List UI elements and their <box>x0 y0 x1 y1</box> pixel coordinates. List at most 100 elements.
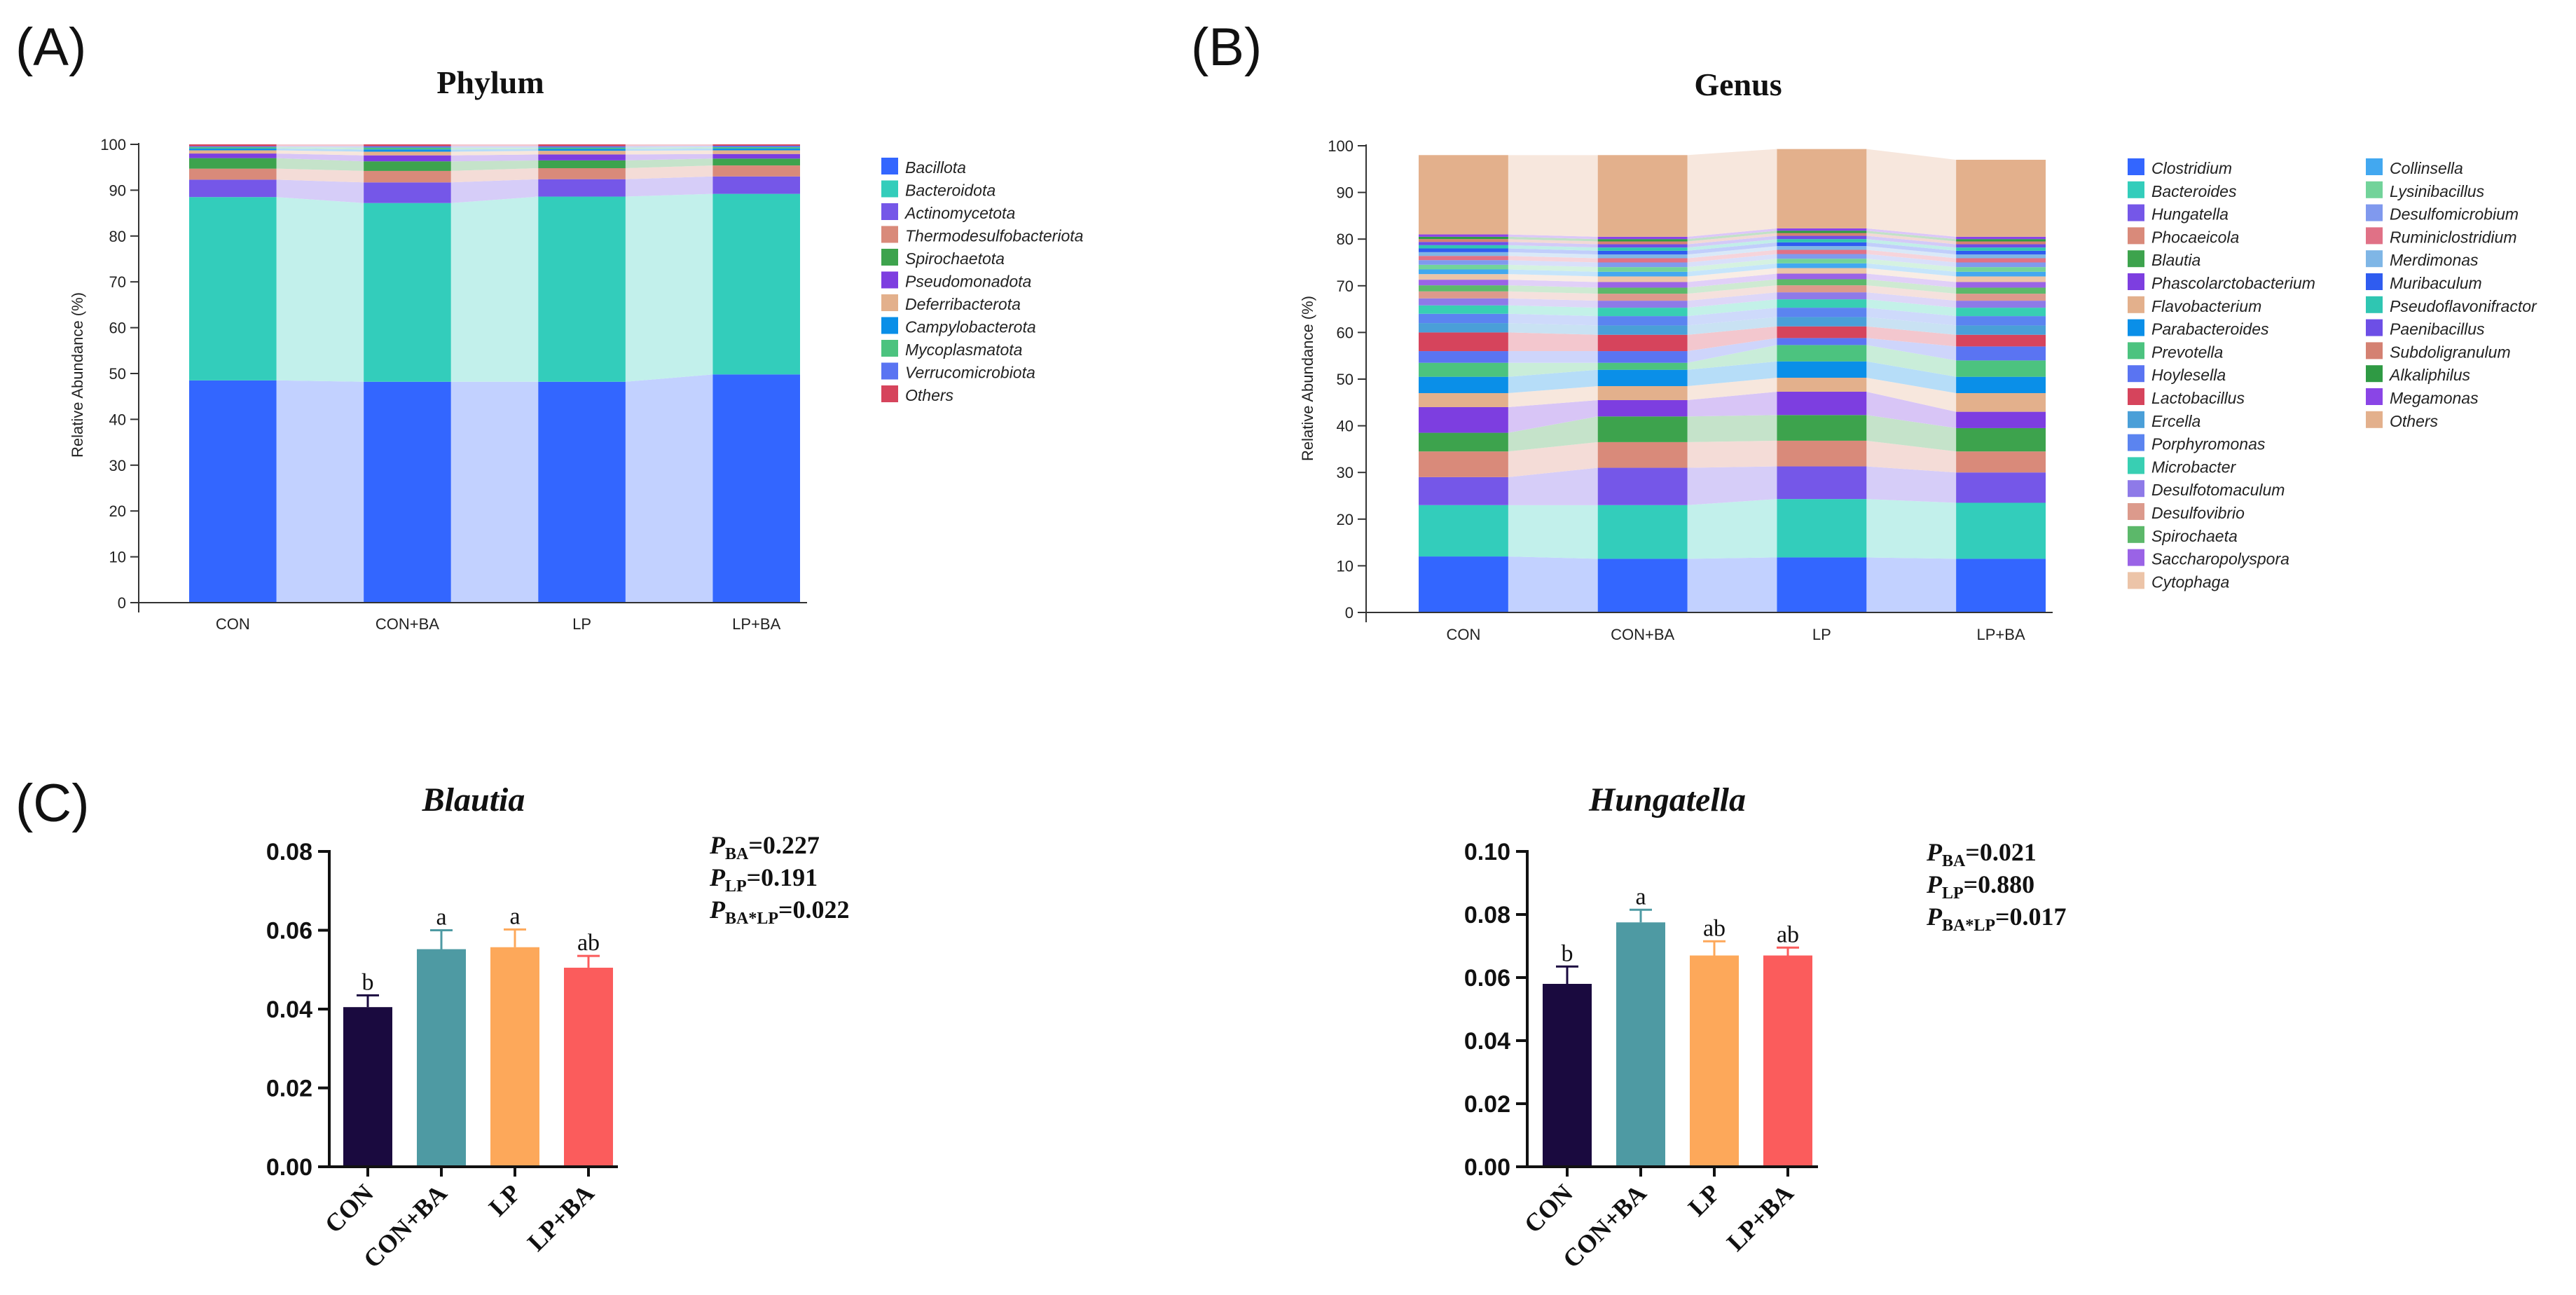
genus-bar-con-ba-desulfomicrobium <box>1597 262 1688 268</box>
genus-bar-lp-ruminiclostridium <box>1777 249 1867 254</box>
blautia-bar-lp <box>490 947 539 1167</box>
hungatella-significance-letter: ab <box>1703 915 1726 941</box>
genus-bar-lp-spirochaeta <box>1777 279 1867 286</box>
genus-bar-con-phascolarctobacterium <box>1419 406 1508 433</box>
phylum-y-tick-label: 0 <box>118 594 126 612</box>
genus-bar-lp-merdimonas <box>1777 246 1867 250</box>
genus-legend-item: Alkaliphilus <box>2388 366 2471 384</box>
genus-band-clostridium <box>1687 557 1777 612</box>
genus-bar-con-ba-paenibacillus <box>1597 244 1688 248</box>
phylum-legend: Bacillota Bacteroidota Actinomycetota Therm… <box>881 158 1083 404</box>
genus-bar-lp-ba-desulfotomaculum <box>1956 301 2046 308</box>
hungatella-stat-value: =0.021 <box>1965 838 2037 866</box>
genus-bar-lp-saccharopolyspora <box>1777 273 1867 280</box>
genus-bar-con-hungatella <box>1419 477 1508 505</box>
genus-band-ruminiclostridium <box>1508 256 1598 263</box>
genus-band-muribaculum <box>1687 242 1777 255</box>
hungatella-stat-p: P <box>1926 838 1943 866</box>
phylum-band-deferribacterota <box>450 151 539 156</box>
phylum-y-tick-label: 80 <box>109 228 126 245</box>
genus-band-subdoligranulum <box>1508 239 1598 245</box>
genus-legend-item: Hungatella <box>2151 205 2229 224</box>
phylum-axes <box>138 143 807 612</box>
phylum-bar-lp-ba-actinomycetota <box>712 176 800 194</box>
genus-legend-swatch <box>2366 158 2383 175</box>
phylum-band-spirochaetota <box>450 160 539 171</box>
genus-y-tick-label: 40 <box>1337 418 1354 435</box>
hungatella-significance-letter: b <box>1562 940 1573 966</box>
phylum-band-deferribacterota <box>276 150 364 156</box>
phylum-bar-lp-ba-pseudomonadota <box>712 153 800 159</box>
genus-bar-lp-hoylesella <box>1777 338 1867 345</box>
genus-band-phascolarctobacterium <box>1508 399 1598 433</box>
phylum-bar-lp-thermodesulfobacteriota <box>538 168 626 179</box>
genus-bar-con-paenibacillus <box>1419 242 1508 245</box>
phylum-legend-swatch <box>881 249 898 266</box>
genus-bar-con-ba-spirochaeta <box>1597 287 1688 294</box>
blautia-bars: b a a ab <box>343 903 613 1167</box>
hungatella-y-ticks: 0.00 0.02 0.04 0.06 0.08 0.10 <box>1464 839 1527 1181</box>
genus-y-tick-label: 20 <box>1337 511 1354 528</box>
genus-bar-con-parabacteroides <box>1419 376 1508 393</box>
genus-bar-con-ba-alkaliphilus <box>1597 239 1688 242</box>
hungatella-stat-p: P <box>1926 870 1943 898</box>
genus-band-blautia <box>1508 416 1598 452</box>
genus-band-flavobacterium <box>1866 378 1957 412</box>
hungatella-stat-subscript: BA*LP <box>1942 917 1995 935</box>
phylum-legend-item: Bacillota <box>905 158 966 177</box>
genus-x-label: CON <box>1446 626 1480 643</box>
genus-bar-con-flavobacterium <box>1419 392 1508 407</box>
genus-bar-lp-paenibacillus <box>1777 235 1867 240</box>
genus-band-hungatella <box>1508 467 1598 505</box>
phylum-band-bacteroidota <box>625 193 713 382</box>
genus-band-ruminiclostridium <box>1687 249 1777 263</box>
genus-band-paenibacillus <box>1687 235 1777 248</box>
phylum-bar-con-verrucomicrobiota <box>189 146 277 147</box>
genus-bar-lp-ba-megamonas <box>1956 236 2046 240</box>
genus-band-ruminiclostridium <box>1866 249 1957 263</box>
genus-bar-con-ba-clostridium <box>1597 559 1688 612</box>
genus-band-others <box>1866 149 1957 237</box>
phylum-bar-lp-campylobacterota <box>538 149 626 151</box>
genus-bar-lp-ba-cytophaga <box>1956 276 2046 282</box>
genus-bar-lp-desulfovibrio <box>1777 285 1867 293</box>
genus-bar-con-ba-lactobacillus <box>1597 334 1688 352</box>
genus-bar-lp-ba-lysinibacillus <box>1956 267 2046 272</box>
genus-legend-item: Paenibacillus <box>2390 320 2485 338</box>
genus-legend-item: Others <box>2390 412 2439 430</box>
genus-bar-con-ba-flavobacterium <box>1597 385 1688 400</box>
genus-title: Genus <box>1694 67 1782 102</box>
phylum-band-bacteroidota <box>276 197 364 382</box>
blautia-y-tick-label: 0.08 <box>266 839 312 865</box>
hungatella-stat-p: P <box>1926 903 1943 931</box>
genus-bar-lp-ba-microbacter <box>1956 308 2046 317</box>
genus-y-tick-label: 100 <box>1328 137 1354 155</box>
genus-bar-con-ba-others <box>1597 155 1688 237</box>
blautia-significance-letter: b <box>362 969 374 995</box>
genus-bar-con-lactobacillus <box>1419 332 1508 352</box>
phylum-y-tick-label: 30 <box>109 457 126 474</box>
genus-bar-lp-hungatella <box>1777 466 1867 500</box>
phylum-bar-con-ba-campylobacterota <box>364 149 451 152</box>
genus-bar-lp-pseudoflavonifractor <box>1777 239 1867 242</box>
genus-legend-item: Ercella <box>2151 412 2200 430</box>
phylum-x-label: CON+BA <box>376 615 439 633</box>
genus-band-pseudoflavonifractor <box>1866 239 1957 251</box>
genus-legend-item: Desulfomicrobium <box>2390 205 2519 224</box>
genus-bar-con-ba-bacteroides <box>1597 505 1688 559</box>
genus-bar-lp-ba-collinsella <box>1956 271 2046 277</box>
genus-bar-lp-ba-clostridium <box>1956 559 2046 612</box>
phylum-band-others <box>625 144 713 146</box>
phylum-band-deferribacterota <box>625 150 713 155</box>
phylum-bars <box>189 144 800 603</box>
genus-band-ercella <box>1687 317 1777 335</box>
genus-bar-con-ba-porphyromonas <box>1597 316 1688 326</box>
phylum-x-label: LP <box>572 615 591 633</box>
genus-band-pseudoflavonifractor <box>1687 239 1777 251</box>
genus-bar-lp-microbacter <box>1777 299 1867 308</box>
genus-band-hoylesella <box>1866 338 1957 361</box>
genus-bar-lp-porphyromonas <box>1777 308 1867 317</box>
genus-band-ercella <box>1508 323 1598 335</box>
genus-bar-con-bacteroides <box>1419 505 1508 557</box>
genus-bar-con-ba-ruminiclostridium <box>1597 258 1688 263</box>
